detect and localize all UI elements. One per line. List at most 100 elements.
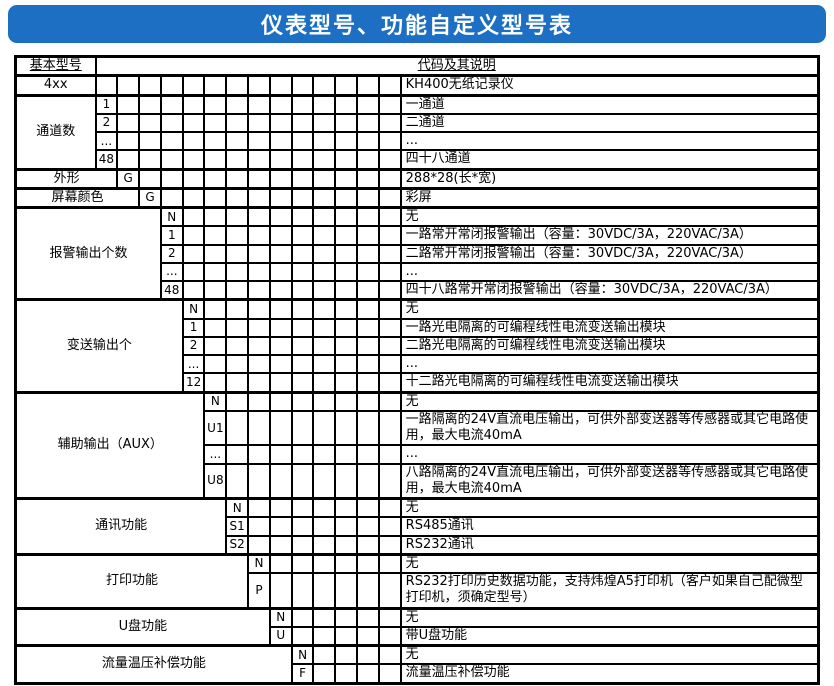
empty-code-cell	[247, 243, 271, 264]
empty-code-cell	[377, 167, 402, 190]
table-row: 48 四十八路常开常闭报警输出（容量：30VDC/3A，220VAC/3A）	[16, 280, 820, 301]
empty-code-cell	[312, 149, 337, 170]
empty-code-cell	[290, 534, 315, 556]
empty-code-cell	[377, 130, 402, 152]
table-row: 通讯功能 N 无	[14, 497, 820, 556]
empty-code-cell	[356, 516, 380, 537]
empty-code-cell	[268, 335, 293, 357]
code-cell: N	[203, 390, 228, 412]
empty-code-cell	[334, 335, 359, 357]
empty-code-cell	[268, 409, 293, 447]
empty-code-cell	[290, 353, 315, 375]
section-label-basic-model: 4xx	[14, 74, 97, 97]
empty-code-cell	[290, 261, 315, 283]
code-cell: 2	[94, 112, 119, 134]
empty-code-cell	[377, 353, 402, 375]
empty-code-cell	[312, 644, 337, 666]
empty-code-cell	[247, 497, 271, 519]
description-cell: 四十八路常开常闭报警输出（容量：30VDC/3A，220VAC/3A）	[399, 280, 820, 301]
code-cell: ...	[181, 353, 206, 375]
empty-code-cell	[225, 93, 250, 115]
empty-code-cell	[356, 280, 380, 301]
description-cell: 288*28(长*宽)	[399, 167, 820, 190]
empty-code-cell	[181, 167, 206, 190]
empty-code-cell	[290, 186, 315, 209]
empty-code-cell	[334, 149, 359, 170]
section-label-shape: 外形	[14, 167, 119, 190]
empty-code-cell	[312, 663, 337, 684]
empty-code-cell	[181, 93, 206, 115]
empty-code-cell	[225, 261, 250, 283]
empty-code-cell	[247, 225, 271, 246]
title-banner: 仪表型号、功能自定义型号表	[8, 5, 826, 43]
empty-code-cell	[377, 93, 402, 115]
empty-code-cell	[377, 317, 402, 338]
empty-code-cell	[334, 353, 359, 375]
empty-code-cell	[377, 409, 402, 447]
empty-code-cell	[356, 93, 380, 115]
empty-code-cell	[247, 409, 271, 447]
code-cell: F	[290, 663, 315, 684]
empty-code-cell	[203, 261, 228, 283]
empty-code-cell	[116, 74, 141, 97]
empty-code-cell	[225, 298, 250, 320]
empty-code-cell	[247, 534, 271, 556]
empty-code-cell	[247, 280, 271, 301]
empty-code-cell	[268, 130, 293, 152]
description-cell: ...	[399, 444, 820, 465]
description-cell: 无	[399, 390, 820, 412]
empty-code-cell	[268, 353, 293, 375]
description-cell: 彩屏	[399, 186, 820, 209]
empty-code-cell	[247, 444, 271, 465]
code-description-header-label: 代码及其说明	[417, 58, 496, 73]
empty-code-cell	[247, 261, 271, 283]
empty-code-cell	[268, 534, 293, 556]
empty-code-cell	[290, 409, 315, 447]
empty-code-cell	[159, 74, 184, 97]
empty-code-cell	[356, 186, 380, 209]
empty-code-cell	[334, 497, 359, 519]
section-label-usb-function: U盘功能	[14, 606, 271, 647]
empty-code-cell	[356, 409, 380, 447]
empty-code-cell	[312, 261, 337, 283]
empty-code-cell	[312, 280, 337, 301]
basic-model-header-cell: 基本型号	[14, 55, 97, 77]
empty-code-cell	[247, 317, 271, 338]
description-cell: 八路隔离的24V直流电压输出，可供外部变送器等传感器或其它电路使用，最大电流40…	[399, 462, 820, 500]
section-label-flow-compensation: 流量温压补偿功能	[14, 644, 293, 684]
code-cell: S1	[225, 516, 250, 537]
empty-code-cell	[356, 444, 380, 465]
empty-code-cell	[312, 167, 337, 190]
code-cell: 2	[159, 243, 184, 264]
empty-code-cell	[377, 572, 402, 609]
empty-code-cell	[290, 317, 315, 338]
empty-code-cell	[290, 74, 315, 97]
empty-code-cell	[290, 606, 315, 628]
description-cell: 无	[399, 206, 820, 228]
empty-code-cell	[94, 74, 119, 97]
table-row: 屏幕颜色 G 彩屏	[14, 186, 820, 209]
model-spec-table: 基本型号 代码及其说明 4xx KH400无纸记录仪 通道数 1 一通道 2 二…	[14, 55, 820, 685]
empty-code-cell	[334, 243, 359, 264]
description-cell: KH400无纸记录仪	[399, 74, 820, 97]
empty-code-cell	[225, 243, 250, 264]
empty-code-cell	[181, 186, 206, 209]
empty-code-cell	[377, 552, 402, 574]
table-row: 辅助输出（AUX） N 无	[14, 390, 820, 500]
description-cell: 流量温压补偿功能	[399, 663, 820, 684]
section-label-channel-count: 通道数	[14, 93, 97, 170]
empty-code-cell	[181, 225, 206, 246]
empty-code-cell	[377, 243, 402, 264]
empty-code-cell	[334, 317, 359, 338]
empty-code-cell	[225, 372, 250, 393]
empty-code-cell	[225, 149, 250, 170]
empty-code-cell	[377, 606, 402, 628]
empty-code-cell	[268, 206, 293, 228]
empty-code-cell	[159, 167, 184, 190]
table-row: S2 RS232通讯	[16, 534, 820, 556]
code-cell: 1	[94, 93, 119, 115]
empty-code-cell	[225, 280, 250, 301]
code-cell: N	[268, 606, 293, 628]
table-row: 打印功能 N 无	[14, 552, 820, 609]
description-cell: 四十八通道	[399, 149, 820, 170]
